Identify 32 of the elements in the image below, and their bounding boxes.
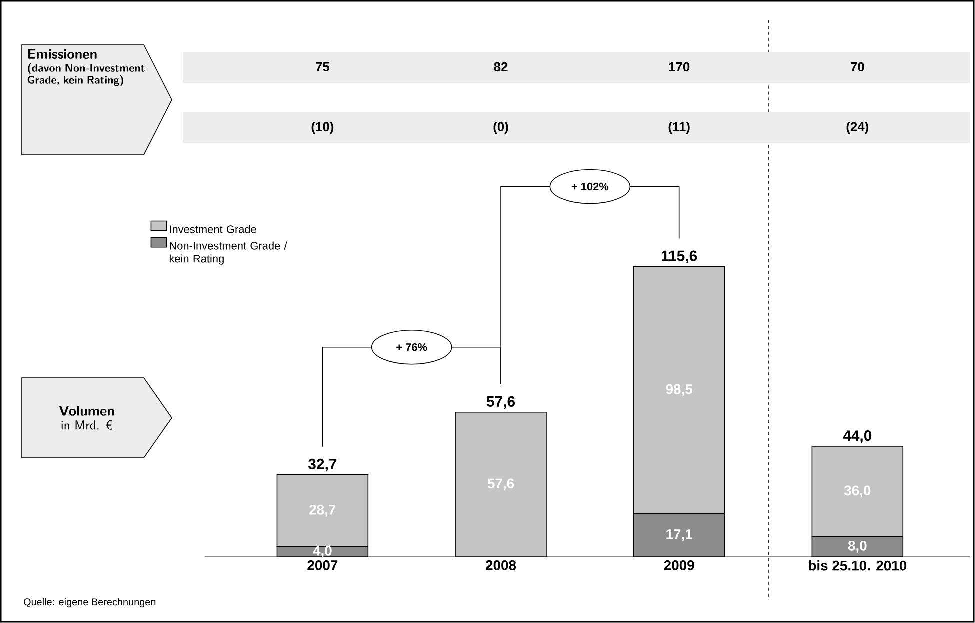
legend-label: Non-Investment Grade / kein Rating: [170, 242, 288, 265]
data-label: 17,1: [666, 530, 693, 542]
text: 70: [851, 62, 864, 72]
text: 170: [669, 62, 690, 72]
data-label: 57,6: [488, 478, 514, 491]
text: 75: [316, 62, 330, 72]
text: (davon Non-Investment Grade, kein Rating): [28, 64, 145, 86]
text: (10): [312, 122, 334, 134]
total-label: 32,7: [308, 458, 337, 472]
text: (11): [668, 122, 690, 134]
data-label: 4,0: [313, 546, 332, 558]
x-tick-label: 2008: [486, 560, 516, 570]
text: Volumen: [59, 406, 114, 416]
data-label: 36,0: [844, 486, 871, 498]
source-note: Quelle: eigene Berechnungen: [24, 598, 156, 608]
total-label: 44,0: [843, 430, 872, 444]
data-label: 28,7: [310, 504, 336, 517]
x-tick-label: 2007: [308, 560, 338, 570]
data-label: 98,5: [666, 384, 693, 396]
total-label: 57,6: [486, 396, 516, 410]
text: in Mrd. €: [62, 420, 112, 430]
text: 82: [494, 62, 508, 72]
text: (24): [846, 122, 869, 134]
data-label: 8,0: [848, 540, 867, 553]
total-label: 115,6: [662, 250, 698, 264]
x-tick-label: 2009: [664, 560, 694, 570]
text: + 102%: [572, 182, 609, 191]
annotation: + 76%: [396, 343, 428, 352]
text: Emissionen: [28, 49, 97, 59]
text: (0): [494, 122, 508, 134]
legend-label: Investment Grade: [170, 225, 256, 234]
x-tick-label: bis 25.10. 2010: [809, 560, 907, 571]
